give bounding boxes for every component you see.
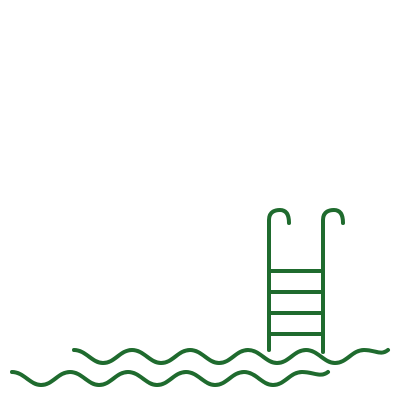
water-wave-lower <box>10 370 330 387</box>
water-wave-upper <box>72 348 390 365</box>
pool-ladder <box>267 208 345 354</box>
ladder-left-rail <box>267 208 291 352</box>
ladder-right-rail <box>321 208 345 354</box>
